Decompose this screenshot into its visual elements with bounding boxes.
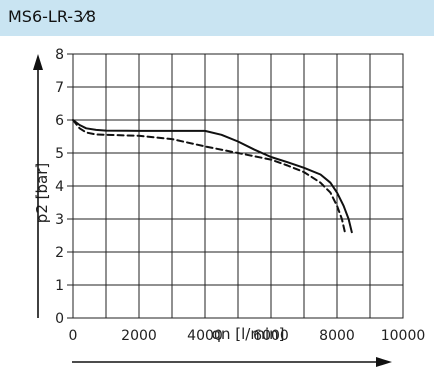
tick-labels: 0 2000 4000 6000 8000 10000 0 1 2 3 4 5 6 7 8 <box>55 47 425 344</box>
x-tick-label: 2000 <box>121 328 157 344</box>
x-tick-label: 8000 <box>319 328 355 344</box>
x-axis-label: qn [l/min] <box>211 325 284 343</box>
y-tick-label: 3 <box>55 212 64 228</box>
x-axis-arrowhead <box>376 357 392 367</box>
x-tick-label: 4000 <box>187 328 223 344</box>
x-tick-label: 0 <box>69 328 78 344</box>
chart-title: MS6-LR-3⁄8 <box>8 7 97 26</box>
y-tick-label: 6 <box>55 113 64 129</box>
y-tick-label: 7 <box>55 80 64 96</box>
y-tick-label: 8 <box>55 47 64 63</box>
series-layer <box>72 119 353 235</box>
grid <box>67 53 404 319</box>
y-tick-label: 1 <box>55 278 64 294</box>
chart-header-bar: MS6-LR-3⁄8 <box>0 0 434 36</box>
y-axis-label: p2 [bar] <box>33 163 51 223</box>
y-axis-arrowhead <box>33 54 43 70</box>
series-line-dashed <box>72 119 347 235</box>
axis-arrows <box>33 54 392 367</box>
y-tick-label: 0 <box>55 311 64 327</box>
x-tick-label: 10000 <box>381 328 426 344</box>
series-line-solid <box>72 119 353 234</box>
y-tick-label: 2 <box>55 245 64 261</box>
x-tick-label: 6000 <box>253 328 289 344</box>
y-tick-label: 4 <box>55 179 64 195</box>
y-tick-label: 5 <box>55 146 64 162</box>
